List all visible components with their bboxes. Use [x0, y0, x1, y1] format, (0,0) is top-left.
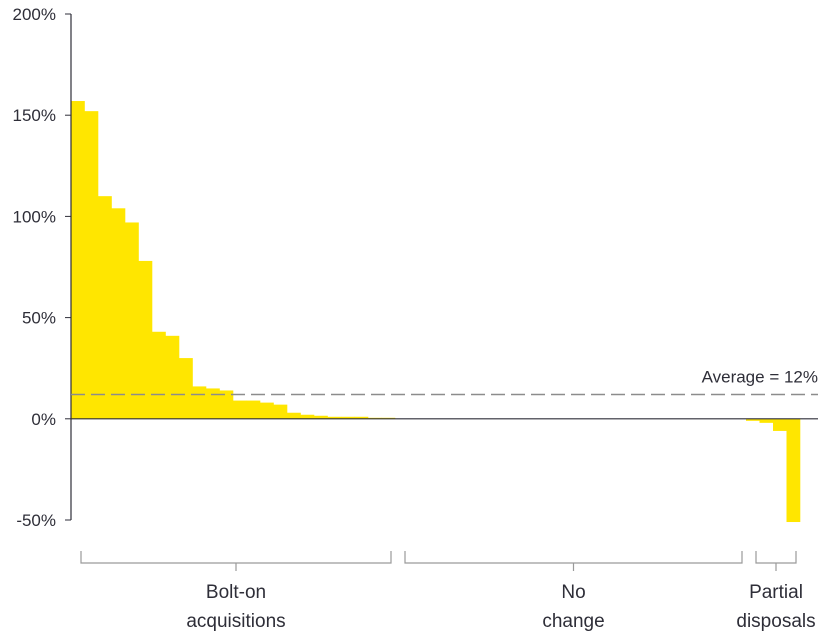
group-bracket-2: [755, 551, 797, 571]
bar-16: [287, 412, 301, 419]
group-bracket-1: [404, 551, 743, 571]
bar-21: [354, 416, 369, 419]
bar-3: [111, 208, 126, 419]
bar-11: [219, 390, 234, 419]
bar-10: [206, 388, 220, 419]
bar-15: [273, 404, 288, 419]
bar-12: [233, 400, 247, 419]
bar-53: [786, 418, 801, 523]
y-tick-label: 100%: [13, 207, 56, 226]
axes-group: -50% 0% 50% 100% 150% 200%: [13, 5, 818, 530]
bar-8: [179, 358, 193, 419]
bar-14: [260, 402, 274, 419]
group-bracket-0: [80, 551, 392, 571]
bar-51: [759, 418, 774, 423]
group-label-2: disposals: [736, 611, 815, 631]
bar-7: [165, 335, 180, 419]
y-tick-label: -50%: [16, 511, 56, 530]
bar-5: [138, 260, 153, 419]
group-label-1: change: [542, 611, 604, 631]
bar-0: [71, 101, 85, 419]
bar-6: [152, 331, 166, 419]
bar-17: [300, 414, 315, 419]
bar-19: [327, 416, 342, 419]
bar-20: [341, 416, 355, 419]
y-tick-label: 0%: [31, 410, 56, 429]
group-label-2: Partial: [749, 582, 803, 603]
reference-line-group: Average = 12%: [71, 368, 818, 396]
bar-13: [246, 400, 261, 419]
bar-2: [98, 196, 112, 419]
bar-1: [84, 111, 99, 419]
group-label-0: acquisitions: [186, 611, 285, 631]
group-label-1: No: [561, 582, 585, 603]
y-tick-label: 200%: [13, 5, 56, 24]
bar-9: [192, 386, 207, 419]
bar-52: [773, 418, 787, 431]
average-label: Average = 12%: [702, 368, 818, 387]
bar-50: [746, 418, 760, 421]
group-brackets: Bolt-on acquisitions No change Partial dispos…: [80, 551, 816, 631]
y-tick-label: 150%: [13, 106, 56, 125]
group-label-0: Bolt-on: [206, 582, 266, 603]
bar-4: [125, 222, 139, 419]
bars-group: [71, 101, 801, 523]
y-tick-label: 50%: [22, 309, 56, 328]
bar-18: [314, 415, 328, 419]
